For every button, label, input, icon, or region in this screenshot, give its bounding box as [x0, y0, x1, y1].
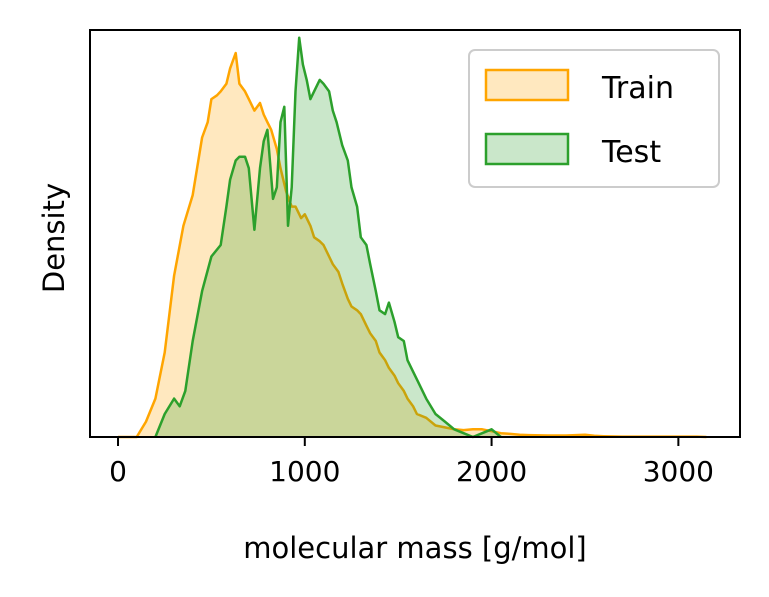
- x-tick-label: 2000: [456, 455, 527, 488]
- plot-frame: [89, 29, 741, 438]
- x-tick-label: 0: [109, 455, 127, 488]
- legend-swatch-test: [484, 132, 570, 166]
- legend: Train Test: [468, 49, 720, 188]
- series-fill-train: [118, 53, 707, 437]
- legend-label-test: Test: [601, 135, 661, 170]
- x-axis-ticks: 0 1000 2000 3000: [109, 437, 714, 488]
- x-tick-label: 3000: [643, 455, 714, 488]
- x-axis-label: molecular mass [g/mol]: [243, 531, 587, 565]
- series-line-train: [118, 51, 707, 439]
- series-line-test: [154, 36, 502, 439]
- y-axis-label: Density: [37, 183, 71, 293]
- series-layer: [118, 36, 707, 439]
- x-tick-label: 1000: [269, 455, 340, 488]
- legend-box: [468, 49, 720, 188]
- series-fill-test: [155, 37, 501, 437]
- legend-swatch-train: [484, 68, 570, 102]
- legend-label-train: Train: [601, 71, 674, 106]
